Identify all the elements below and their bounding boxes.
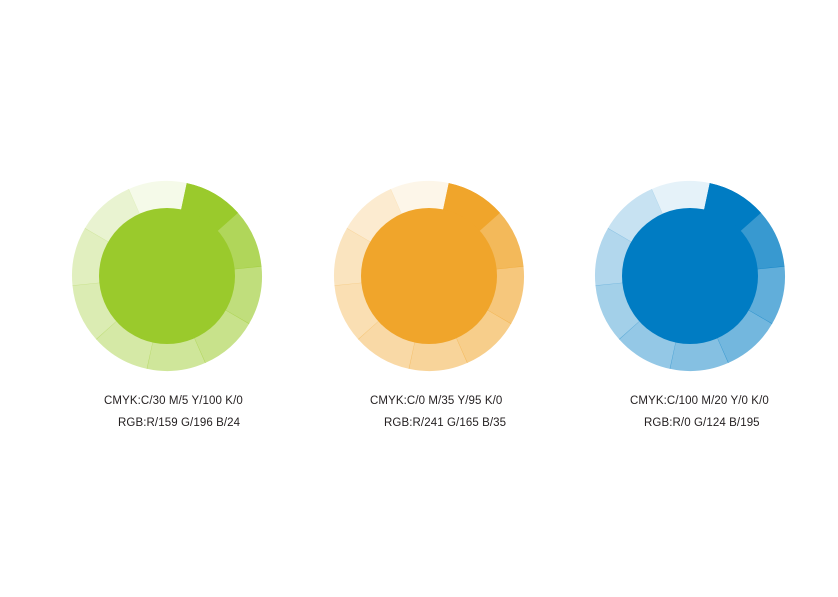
orange-swatch-cmyk-label: CMYK:C/0 M/35 Y/95 K/0 <box>370 395 503 407</box>
blue-swatch-ring-segment <box>669 337 729 371</box>
blue-swatch-ring-segment <box>651 181 711 215</box>
blue-swatch-ring-segment <box>619 320 676 369</box>
green-swatch-ring-segment <box>217 212 262 270</box>
blue-swatch[interactable] <box>589 175 791 377</box>
orange-swatch-ring-segment <box>408 337 468 371</box>
green-swatch-rgb-label: RGB:R/159 G/196 B/24 <box>118 417 241 430</box>
blue-swatch-caption: CMYK:C/100 M/20 Y/0 K/0 RGB:R/0 G/124 B/1… <box>630 390 769 435</box>
green-swatch-cmyk-label: CMYK:C/30 M/5 Y/100 K/0 <box>104 395 243 407</box>
blue-swatch-ring-segment <box>607 188 663 243</box>
green-swatch-ring-segment <box>146 337 206 371</box>
green-swatch-core-disc <box>99 208 235 344</box>
orange-swatch-graphic <box>334 181 524 371</box>
orange-swatch-caption: CMYK:C/0 M/35 Y/95 K/0 RGB:R/241 G/165 B/… <box>370 390 506 435</box>
orange-swatch-ring-segment <box>390 181 450 215</box>
green-swatch-graphic <box>72 181 262 371</box>
blue-swatch-ring-segment <box>740 212 785 270</box>
orange-swatch-core-disc <box>361 208 497 344</box>
green-swatch-ring-segment <box>72 282 117 340</box>
orange-swatch-ring-segment <box>346 188 402 243</box>
green-swatch-ring-segment <box>194 309 250 364</box>
green-swatch-ring-segment <box>96 320 153 369</box>
orange-swatch[interactable] <box>328 175 530 377</box>
orange-swatch-ring-segment <box>479 212 524 270</box>
orange-swatch-ring-segment <box>358 320 415 369</box>
green-swatch-ring-segment <box>128 181 188 215</box>
green-swatch[interactable] <box>66 175 268 377</box>
blue-swatch-core-disc <box>622 208 758 344</box>
blue-swatch-graphic <box>595 181 785 371</box>
blue-swatch-rgb-label: RGB:R/0 G/124 B/195 <box>644 417 760 430</box>
orange-swatch-rgb-label: RGB:R/241 G/165 B/35 <box>384 417 507 430</box>
green-swatch-caption: CMYK:C/30 M/5 Y/100 K/0 RGB:R/159 G/196 B… <box>104 390 243 435</box>
blue-swatch-cmyk-label: CMYK:C/100 M/20 Y/0 K/0 <box>630 395 769 407</box>
blue-swatch-ring-segment <box>595 282 640 340</box>
orange-swatch-ring-segment <box>456 309 512 364</box>
orange-swatch-ring-segment <box>334 282 379 340</box>
blue-swatch-ring-segment <box>717 309 773 364</box>
green-swatch-ring-segment <box>84 188 140 243</box>
